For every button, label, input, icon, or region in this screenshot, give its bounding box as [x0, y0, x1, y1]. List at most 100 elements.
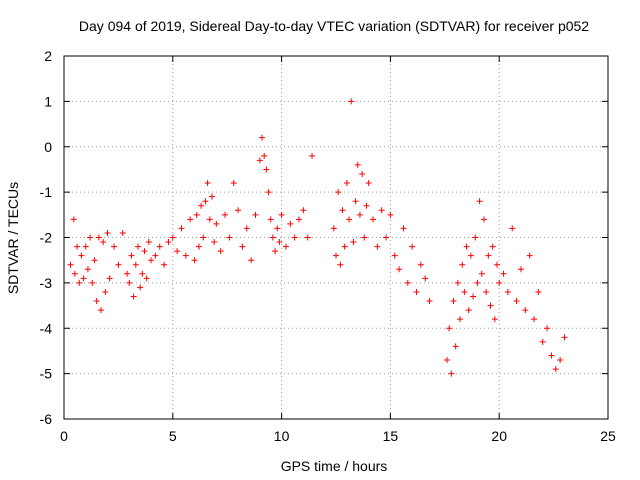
data-point — [174, 248, 181, 255]
data-point — [487, 302, 494, 309]
data-point — [526, 252, 533, 259]
data-point — [206, 216, 213, 223]
data-point — [143, 275, 150, 282]
data-point — [383, 234, 390, 241]
data-point — [454, 279, 461, 286]
data-point — [124, 270, 131, 277]
data-point — [126, 279, 133, 286]
data-point — [472, 234, 479, 241]
y-tick-label: -1 — [40, 184, 53, 200]
data-point — [365, 180, 372, 187]
data-point — [346, 216, 353, 223]
data-point — [513, 298, 520, 305]
data-point — [443, 357, 450, 364]
data-point — [102, 288, 109, 295]
data-point — [459, 261, 466, 268]
data-point — [82, 243, 89, 250]
data-point — [335, 189, 342, 196]
data-point — [87, 234, 94, 241]
data-point — [161, 261, 168, 268]
data-point — [148, 257, 155, 264]
data-point — [97, 307, 104, 314]
data-point — [489, 243, 496, 250]
data-point — [287, 220, 294, 227]
x-tick-label: 10 — [274, 428, 290, 444]
x-tick-label: 25 — [600, 428, 616, 444]
data-point — [191, 257, 198, 264]
data-point — [330, 225, 337, 232]
data-point — [204, 180, 211, 187]
data-point — [446, 325, 453, 332]
data-point — [474, 279, 481, 286]
data-point — [248, 257, 255, 264]
data-point — [198, 202, 205, 209]
data-point — [452, 343, 459, 350]
data-point — [95, 234, 102, 241]
data-point — [93, 298, 100, 305]
data-point — [187, 216, 194, 223]
data-point — [350, 239, 357, 246]
data-point — [450, 298, 457, 305]
data-point — [359, 170, 366, 177]
data-point — [339, 207, 346, 214]
data-point — [404, 279, 411, 286]
data-point — [457, 316, 464, 323]
data-point — [67, 261, 74, 268]
data-point — [137, 284, 144, 291]
data-point — [343, 180, 350, 187]
y-tick-label: -3 — [40, 275, 53, 291]
data-point — [363, 202, 370, 209]
data-point — [356, 211, 363, 218]
data-point — [100, 239, 107, 246]
data-point — [130, 293, 137, 300]
data-point — [80, 275, 87, 282]
data-point — [152, 252, 159, 259]
data-point — [480, 216, 487, 223]
data-point — [239, 243, 246, 250]
data-point — [552, 366, 559, 373]
data-point — [544, 325, 551, 332]
data-point — [259, 134, 266, 141]
data-point — [531, 316, 538, 323]
data-point — [548, 352, 555, 359]
data-point — [461, 288, 468, 295]
data-point — [400, 225, 407, 232]
data-point — [226, 234, 233, 241]
x-axis-label: GPS time / hours — [281, 458, 388, 474]
data-point — [476, 198, 483, 205]
data-point — [89, 279, 96, 286]
data-point — [235, 207, 242, 214]
data-point — [145, 239, 152, 246]
data-point — [115, 261, 122, 268]
data-point — [463, 243, 470, 250]
data-point — [256, 157, 263, 164]
x-tick-label: 0 — [60, 428, 68, 444]
x-tick-label: 20 — [491, 428, 507, 444]
data-point — [139, 270, 146, 277]
data-point — [269, 234, 276, 241]
data-point — [222, 211, 229, 218]
data-point — [169, 234, 176, 241]
data-point — [426, 298, 433, 305]
data-point — [333, 252, 339, 259]
data-point — [300, 207, 307, 214]
data-point — [217, 248, 224, 255]
data-point — [309, 152, 316, 159]
x-tick-label: 15 — [383, 428, 399, 444]
data-point — [156, 243, 163, 250]
y-tick-label: 2 — [44, 48, 52, 64]
data-point — [274, 225, 281, 232]
data-point — [213, 220, 220, 227]
data-point — [182, 252, 189, 259]
data-point — [261, 152, 268, 159]
data-point — [119, 229, 126, 236]
y-tick-label: -6 — [40, 411, 53, 427]
data-point — [374, 243, 381, 250]
data-point — [104, 229, 111, 236]
data-point — [396, 266, 403, 273]
data-point — [391, 252, 398, 259]
y-axis-label: SDTVAR / TECUs — [5, 182, 21, 294]
data-point — [111, 243, 118, 250]
data-point — [387, 211, 394, 218]
data-point — [504, 288, 511, 295]
